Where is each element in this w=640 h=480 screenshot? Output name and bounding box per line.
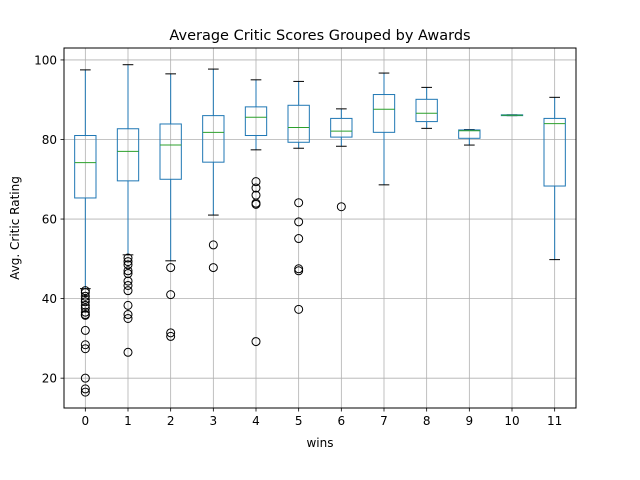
- plot-area-frame: [63, 47, 577, 409]
- x-tick-label: 11: [547, 414, 562, 428]
- x-tick-label: 2: [167, 414, 175, 428]
- outlier-point: [80, 384, 90, 394]
- chart-title: Average Critic Scores Grouped by Awards: [169, 28, 470, 44]
- outlier-point: [80, 373, 90, 383]
- iqr-box: [116, 128, 140, 182]
- y-tick-label: 100: [34, 53, 57, 67]
- outlier-point: [80, 344, 90, 354]
- box-wins-1: [116, 64, 140, 357]
- outlier-point: [80, 303, 90, 313]
- outlier-point: [294, 198, 304, 208]
- outlier-point: [166, 290, 176, 300]
- x-tick-label: 8: [423, 414, 431, 428]
- iqr-box: [287, 104, 310, 143]
- outlier-point: [294, 234, 304, 244]
- x-tick-label: 9: [466, 414, 474, 428]
- box-wins-5: [287, 80, 310, 314]
- iqr-box: [415, 98, 438, 123]
- outlier-point: [80, 310, 90, 320]
- outlier-point: [251, 177, 261, 187]
- iqr-box: [372, 94, 396, 133]
- x-axis-label: wins: [306, 436, 333, 450]
- outlier-point: [251, 337, 261, 347]
- box-wins-4: [244, 79, 268, 347]
- outlier-point: [80, 294, 90, 304]
- box-wins-11: [543, 96, 566, 261]
- iqr-box: [202, 115, 225, 163]
- iqr-box: [330, 117, 353, 138]
- iqr-box: [244, 106, 268, 137]
- box-wins-9: [458, 129, 481, 146]
- outlier-point: [208, 240, 218, 250]
- outlier-point: [123, 313, 133, 323]
- outlier-point: [294, 217, 304, 227]
- outlier-point: [80, 291, 90, 301]
- outlier-point: [123, 276, 133, 286]
- outlier-point: [294, 266, 304, 276]
- x-tick-label: 1: [124, 414, 132, 428]
- outlier-point: [80, 307, 90, 317]
- box-series: [74, 64, 566, 397]
- outlier-point: [123, 347, 133, 357]
- axis-ticks: 0 1 2 3 4 5 6 7 8 9 10 11 20 40 60 80 100: [34, 53, 562, 428]
- box-wins-3: [202, 68, 225, 273]
- outlier-point: [208, 263, 218, 273]
- box-wins-2: [159, 73, 182, 341]
- x-tick-label: 7: [380, 414, 388, 428]
- outlier-point: [166, 328, 176, 338]
- box-wins-8: [415, 86, 438, 129]
- outlier-point: [251, 199, 261, 209]
- iqr-box: [458, 129, 481, 139]
- outlier-point: [123, 286, 133, 296]
- outlier-point: [123, 260, 133, 270]
- outlier-point: [166, 331, 176, 341]
- x-tick-label: 3: [210, 414, 218, 428]
- x-tick-label: 4: [252, 414, 260, 428]
- outlier-point: [166, 263, 176, 273]
- outlier-point: [123, 280, 133, 290]
- y-tick-label: 20: [42, 372, 57, 386]
- box-wins-0: [74, 69, 97, 397]
- outlier-point: [80, 325, 90, 335]
- iqr-box: [543, 117, 566, 187]
- grid-lines: [64, 48, 576, 408]
- box-wins-7: [372, 72, 396, 186]
- y-axis-label: Avg. Critic Rating: [8, 176, 22, 280]
- outlier-point: [123, 310, 133, 320]
- box-wins-10: [500, 114, 524, 117]
- x-tick-label: 0: [82, 414, 90, 428]
- outlier-point: [294, 304, 304, 314]
- outlier-point: [80, 297, 90, 307]
- y-tick-label: 40: [42, 292, 57, 306]
- outlier-point: [123, 253, 133, 263]
- box-wins-6: [330, 108, 353, 212]
- outlier-point: [80, 288, 90, 298]
- outlier-point: [80, 340, 90, 350]
- outlier-point: [80, 387, 90, 397]
- x-tick-label: 5: [295, 414, 303, 428]
- x-tick-label: 6: [338, 414, 346, 428]
- iqr-box: [74, 135, 97, 199]
- outlier-point: [336, 202, 346, 212]
- outlier-point: [123, 257, 133, 267]
- x-tick-label: 10: [504, 414, 519, 428]
- y-tick-label: 60: [42, 213, 57, 227]
- outlier-point: [123, 300, 133, 310]
- y-tick-label: 80: [42, 133, 57, 147]
- outlier-point: [123, 266, 133, 276]
- outlier-point: [80, 300, 90, 310]
- outlier-point: [251, 183, 261, 193]
- iqr-box: [159, 123, 182, 180]
